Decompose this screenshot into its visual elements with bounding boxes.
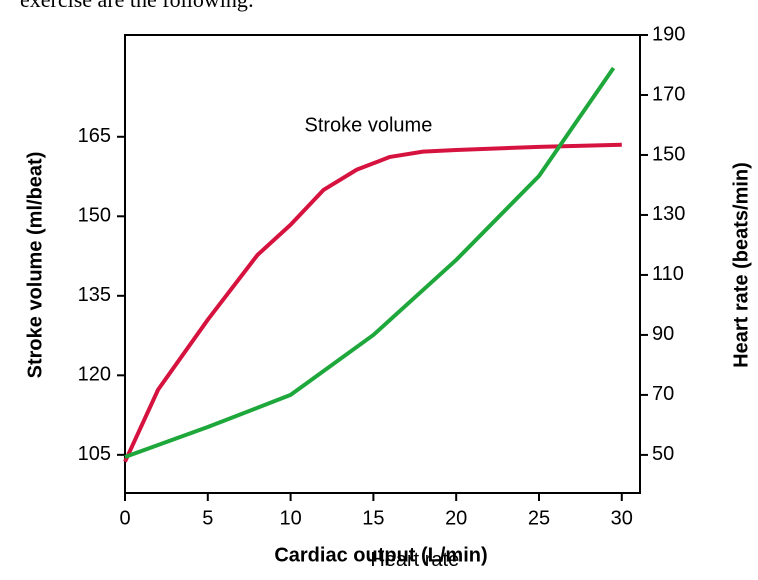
- y2-tick-label: 70: [652, 383, 674, 405]
- x-axis-title: Cardiac output (L/min): [274, 544, 487, 566]
- y2-tick-label: 90: [652, 323, 674, 345]
- y2-tick-label: 110: [652, 263, 684, 285]
- x-tick-label: 20: [445, 507, 467, 529]
- plot-frame: [124, 34, 641, 494]
- y2-tick-label: 130: [652, 203, 685, 225]
- y-tick-label: 150: [78, 205, 111, 227]
- y-axis-title: Stroke volume (ml/beat): [24, 152, 46, 379]
- annotation: Heart rate: [370, 549, 459, 571]
- annotation: Stroke volume: [305, 114, 433, 136]
- x-tick-label: 15: [362, 507, 384, 529]
- y-tick-label: 120: [78, 364, 111, 386]
- y2-tick-label: 170: [652, 83, 685, 105]
- x-tick-label: 5: [202, 507, 213, 529]
- header-text: exercise are the following:: [20, 0, 254, 12]
- series-line: [124, 66, 616, 459]
- x-tick-label: 0: [119, 507, 130, 529]
- x-tick-label: 30: [611, 507, 633, 529]
- y-tick-label: 165: [78, 125, 111, 147]
- y-tick-label: 135: [78, 284, 111, 306]
- y2-axis-title: Heart rate (beats/min): [730, 162, 752, 368]
- y2-tick-label: 190: [652, 23, 685, 45]
- x-tick-label: 10: [279, 507, 301, 529]
- series-line: [123, 142, 622, 463]
- y-tick-label: 105: [78, 443, 111, 465]
- x-tick-label: 25: [528, 507, 550, 529]
- y2-tick-label: 150: [652, 143, 685, 165]
- y2-tick-label: 50: [652, 443, 674, 465]
